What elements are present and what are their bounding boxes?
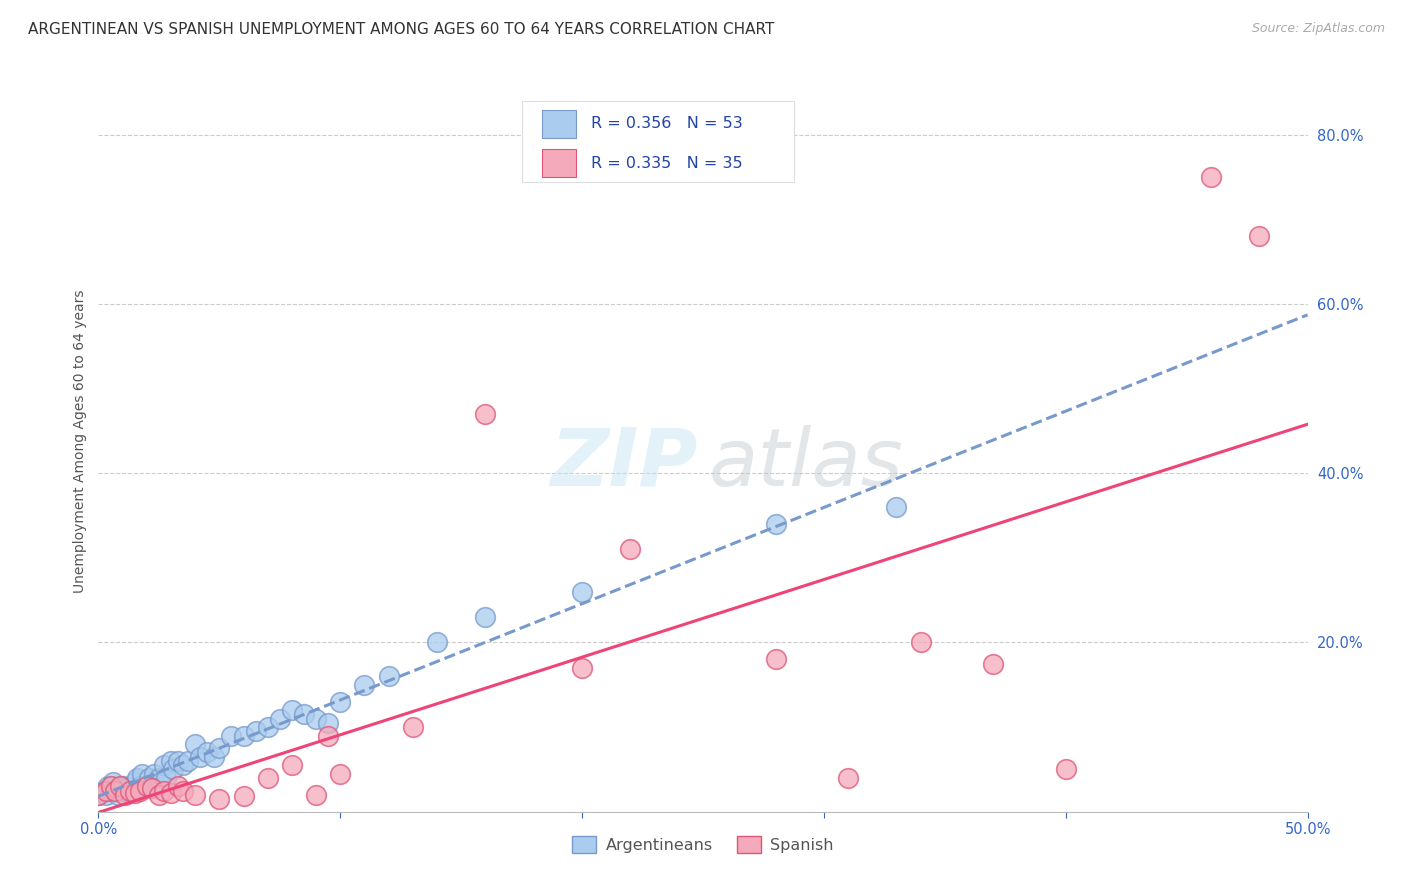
Point <box>152 758 174 772</box>
Point <box>172 758 194 772</box>
Point <box>426 635 449 649</box>
Point <box>101 775 124 789</box>
Point <box>160 754 183 768</box>
Point <box>571 584 593 599</box>
Point <box>131 766 153 780</box>
Point <box>402 720 425 734</box>
Point <box>474 407 496 421</box>
Point <box>353 678 375 692</box>
Point <box>107 788 129 802</box>
FancyBboxPatch shape <box>522 101 793 183</box>
Legend: Argentineans, Spanish: Argentineans, Spanish <box>565 830 841 859</box>
Point <box>118 783 141 797</box>
Point <box>128 783 150 797</box>
Point <box>886 500 908 515</box>
Point <box>1054 763 1077 777</box>
Point <box>329 766 352 780</box>
Point <box>117 780 139 795</box>
Point <box>204 749 226 764</box>
Point <box>152 783 174 797</box>
Point <box>837 771 859 785</box>
Bar <box>543 110 576 138</box>
Point <box>269 712 291 726</box>
Point <box>377 669 399 683</box>
Point <box>329 695 352 709</box>
Point <box>111 780 134 794</box>
Point <box>292 707 315 722</box>
Point <box>474 610 496 624</box>
Point <box>1199 170 1222 185</box>
Point <box>87 788 110 802</box>
Point <box>150 775 173 789</box>
Point <box>148 788 170 802</box>
Point <box>316 715 339 730</box>
Text: R = 0.335   N = 35: R = 0.335 N = 35 <box>591 156 742 170</box>
Point <box>160 786 183 800</box>
Point <box>305 712 328 726</box>
Bar <box>543 149 576 178</box>
Point <box>184 788 207 802</box>
Point <box>172 783 194 797</box>
Point <box>141 780 163 794</box>
Point <box>127 771 149 785</box>
Text: atlas: atlas <box>709 425 904 503</box>
Point <box>184 737 207 751</box>
Point <box>232 729 254 743</box>
Y-axis label: Unemployment Among Ages 60 to 64 years: Unemployment Among Ages 60 to 64 years <box>73 290 87 593</box>
Point <box>124 775 146 789</box>
Point <box>765 652 787 666</box>
Point <box>87 788 110 802</box>
Point <box>162 763 184 777</box>
Point <box>124 786 146 800</box>
Point <box>121 783 143 797</box>
Point <box>910 635 932 649</box>
Point <box>108 780 131 795</box>
Point <box>91 783 114 797</box>
Point <box>188 749 211 764</box>
Point <box>155 771 177 785</box>
Point <box>571 661 593 675</box>
Point <box>245 724 267 739</box>
Point <box>148 771 170 785</box>
Point <box>118 786 141 800</box>
Point <box>281 758 304 772</box>
Point <box>100 780 122 794</box>
Point <box>167 754 190 768</box>
Point <box>104 783 127 797</box>
Point <box>143 766 166 780</box>
Point <box>765 516 787 531</box>
Point <box>128 780 150 794</box>
Point <box>135 780 157 794</box>
Point <box>167 780 190 794</box>
Point <box>316 729 339 743</box>
Point <box>208 741 231 756</box>
Point <box>114 788 136 802</box>
Point <box>100 783 122 797</box>
Point <box>305 788 328 802</box>
Point <box>97 780 120 794</box>
Point <box>94 783 117 797</box>
Point <box>135 780 157 794</box>
Text: ZIP: ZIP <box>550 425 697 503</box>
Point <box>114 783 136 797</box>
Point <box>281 703 304 717</box>
Point <box>981 657 1004 671</box>
Text: Source: ZipAtlas.com: Source: ZipAtlas.com <box>1251 22 1385 36</box>
Point <box>232 789 254 804</box>
Text: R = 0.356   N = 53: R = 0.356 N = 53 <box>591 117 742 131</box>
Text: ARGENTINEAN VS SPANISH UNEMPLOYMENT AMONG AGES 60 TO 64 YEARS CORRELATION CHART: ARGENTINEAN VS SPANISH UNEMPLOYMENT AMON… <box>28 22 775 37</box>
Point <box>619 542 641 557</box>
Point <box>1249 229 1271 244</box>
Point <box>108 780 131 794</box>
Point <box>177 754 200 768</box>
Point <box>208 792 231 806</box>
Point <box>104 783 127 797</box>
Point <box>221 729 243 743</box>
Point <box>195 746 218 760</box>
Point <box>256 720 278 734</box>
Point <box>141 780 163 795</box>
Point <box>138 771 160 785</box>
Point <box>94 788 117 802</box>
Point <box>256 771 278 785</box>
